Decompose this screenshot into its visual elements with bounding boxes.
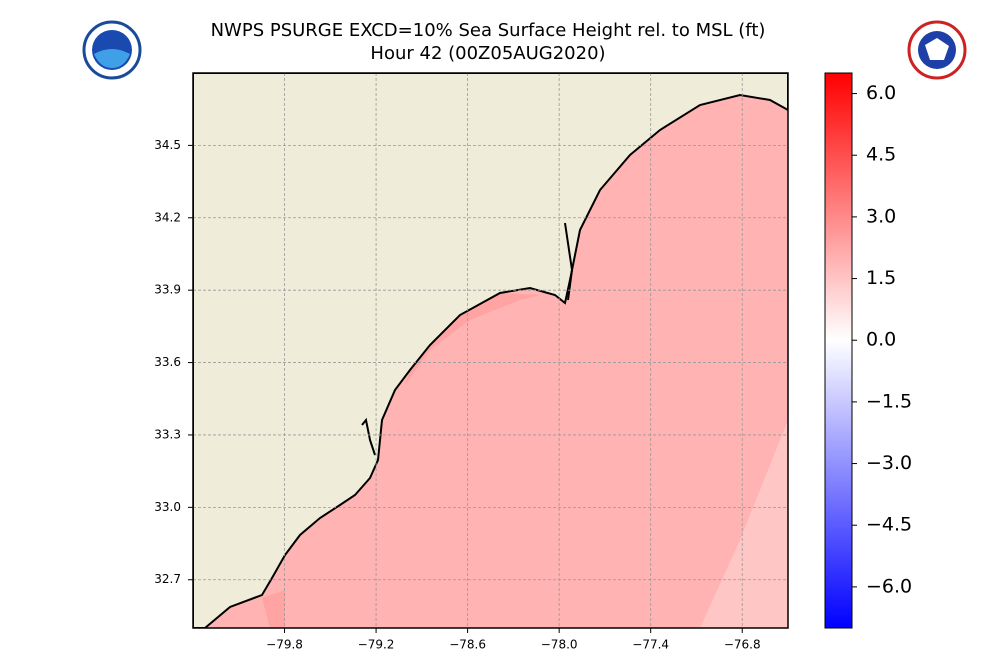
ocean-high: [405, 293, 540, 385]
colorbar-tick-label: 3.0: [866, 205, 896, 227]
nws-logo: [907, 20, 967, 80]
y-tick-label: 33.9: [154, 283, 181, 297]
y-tick-label: 34.5: [154, 138, 181, 152]
chart-subtitle: Hour 42 (00Z05AUG2020): [370, 43, 605, 64]
colorbar-tick-label: 4.5: [866, 144, 896, 166]
colorbar-tick-label: 0.0: [866, 329, 896, 351]
colorbar-tick-label: −4.5: [866, 514, 912, 536]
x-tick-label: −78.0: [541, 638, 578, 652]
colorbar: [824, 72, 853, 629]
noaa-logo: [82, 20, 142, 80]
colorbar-tick-label: 1.5: [866, 267, 896, 289]
colorbar-tick-label: −1.5: [866, 390, 912, 412]
ocean-low: [700, 420, 788, 628]
land: [193, 73, 788, 628]
y-tick-label: 33.0: [154, 500, 181, 514]
colorbar-tick-label: −3.0: [866, 452, 912, 474]
x-tick-label: −77.4: [632, 638, 669, 652]
y-tick-label: 34.2: [154, 210, 181, 224]
y-tick-label: 33.3: [154, 427, 181, 441]
colorbar-tick-label: −6.0: [866, 575, 912, 597]
y-tick-label: 32.7: [154, 572, 181, 586]
x-tick-label: −79.2: [358, 638, 395, 652]
map-area: [193, 73, 788, 628]
y-tick-label: 33.6: [154, 355, 181, 369]
chart-title: NWPS PSURGE EXCD=10% Sea Surface Height …: [211, 20, 766, 41]
axes-frame: [192, 72, 789, 629]
x-tick-label: −78.6: [449, 638, 486, 652]
x-tick-label: −79.8: [266, 638, 303, 652]
colorbar-tick-label: 6.0: [866, 82, 896, 104]
coastline: [361, 417, 376, 456]
ocean-high: [262, 590, 285, 628]
grid: [193, 73, 788, 628]
x-tick-label: −76.8: [724, 638, 761, 652]
